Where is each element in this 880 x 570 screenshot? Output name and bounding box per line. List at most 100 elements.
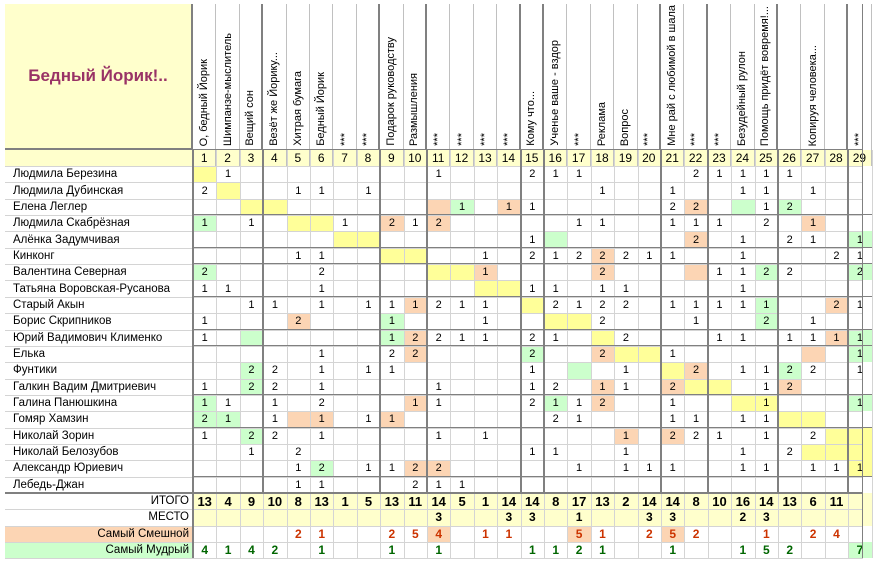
vote-cell[interactable]	[263, 444, 286, 460]
vote-cell[interactable]: 1	[482, 315, 489, 328]
vote-cell[interactable]: 1	[473, 264, 498, 281]
vote-cell[interactable]	[357, 248, 380, 264]
vote-cell[interactable]	[474, 199, 497, 215]
vote-cell[interactable]	[450, 460, 473, 476]
vote-cell[interactable]	[638, 264, 661, 280]
vote-cell[interactable]	[684, 182, 707, 198]
vote-cell[interactable]	[263, 215, 286, 231]
vote-cell[interactable]: 1	[544, 394, 568, 412]
vote-cell[interactable]	[357, 379, 380, 395]
vote-cell[interactable]: 1	[388, 462, 395, 475]
vote-cell[interactable]	[193, 199, 216, 215]
vote-cell[interactable]: 1	[848, 345, 872, 363]
vote-cell[interactable]	[848, 427, 872, 444]
vote-cell[interactable]	[801, 395, 824, 411]
column-header-19[interactable]: Вопрос	[614, 4, 638, 150]
vote-cell[interactable]	[357, 330, 380, 346]
vote-cell[interactable]: 1	[365, 462, 372, 475]
vote-cell[interactable]	[404, 313, 427, 329]
vote-cell[interactable]: 1	[552, 446, 559, 459]
vote-cell[interactable]: 2	[661, 378, 685, 395]
vote-cell[interactable]	[521, 460, 544, 476]
vote-cell[interactable]	[661, 313, 684, 329]
vote-cell[interactable]	[310, 199, 333, 215]
vote-cell[interactable]: 1	[599, 184, 606, 197]
vote-cell[interactable]	[287, 231, 310, 247]
vote-cell[interactable]	[497, 248, 520, 264]
vote-cell[interactable]	[380, 428, 403, 444]
vote-cell[interactable]	[638, 166, 661, 182]
vote-cell[interactable]: 1	[763, 184, 770, 197]
vote-cell[interactable]	[333, 330, 356, 346]
column-header-21[interactable]: Мне рай с любимой в шала	[661, 4, 685, 150]
vote-cell[interactable]: 1	[739, 462, 746, 475]
vote-cell[interactable]	[591, 460, 614, 476]
vote-cell[interactable]	[474, 395, 497, 411]
vote-cell[interactable]	[357, 199, 380, 215]
column-header-17[interactable]: ***	[567, 4, 591, 150]
vote-cell[interactable]	[333, 313, 356, 329]
vote-cell[interactable]	[708, 395, 731, 411]
vote-cell[interactable]	[708, 460, 731, 476]
vote-cell[interactable]	[638, 215, 661, 231]
vote-cell[interactable]	[216, 313, 239, 329]
vote-cell[interactable]	[474, 166, 497, 182]
vote-cell[interactable]: 1	[754, 394, 778, 412]
vote-cell[interactable]	[731, 346, 754, 362]
vote-cell[interactable]	[404, 444, 427, 460]
vote-cell[interactable]	[684, 477, 707, 493]
vote-cell[interactable]	[357, 280, 380, 296]
row-name[interactable]: Кинконг	[13, 249, 55, 262]
vote-cell[interactable]: 1	[435, 429, 442, 442]
vote-cell[interactable]	[638, 395, 661, 411]
vote-cell[interactable]	[497, 280, 521, 297]
vote-cell[interactable]: 1	[693, 315, 700, 328]
vote-cell[interactable]: 1	[412, 217, 419, 230]
vote-cell[interactable]: 2	[271, 429, 278, 442]
vote-cell[interactable]	[684, 280, 707, 296]
vote-cell[interactable]: 1	[365, 298, 372, 311]
vote-cell[interactable]	[239, 198, 264, 216]
vote-cell[interactable]	[684, 264, 708, 281]
vote-cell[interactable]	[193, 460, 216, 476]
vote-cell[interactable]: 2	[684, 198, 708, 216]
vote-cell[interactable]	[544, 199, 567, 215]
vote-cell[interactable]: 1	[193, 394, 217, 412]
vote-cell[interactable]	[708, 280, 731, 296]
vote-cell[interactable]: 1	[529, 364, 536, 377]
vote-cell[interactable]	[333, 411, 356, 427]
vote-cell[interactable]: 2	[778, 378, 802, 395]
vote-cell[interactable]: 1	[716, 168, 723, 181]
vote-cell[interactable]	[333, 199, 356, 215]
vote-cell[interactable]	[497, 166, 520, 182]
vote-cell[interactable]: 1	[622, 462, 629, 475]
vote-cell[interactable]: 1	[318, 478, 325, 491]
column-header-2[interactable]: Шимпанзе-мыслитель	[216, 4, 240, 150]
vote-cell[interactable]	[497, 362, 520, 378]
vote-cell[interactable]	[497, 477, 520, 493]
vote-cell[interactable]	[544, 264, 567, 280]
vote-cell[interactable]	[731, 394, 755, 412]
row-name[interactable]: Юрий Вадимович Клименко	[13, 331, 163, 344]
vote-cell[interactable]: 1	[848, 460, 872, 477]
vote-cell[interactable]	[357, 313, 380, 329]
vote-cell[interactable]	[216, 477, 239, 493]
vote-cell[interactable]	[357, 264, 380, 280]
vote-cell[interactable]	[801, 280, 824, 296]
row-name[interactable]: Людмила Дубинская	[13, 184, 124, 197]
vote-cell[interactable]	[614, 395, 637, 411]
column-header-3[interactable]: Вещий сон	[240, 4, 264, 150]
vote-cell[interactable]	[544, 477, 567, 493]
vote-cell[interactable]	[708, 199, 731, 215]
vote-cell[interactable]: 1	[786, 168, 793, 181]
vote-cell[interactable]	[427, 313, 450, 329]
vote-cell[interactable]	[263, 346, 286, 362]
vote-cell[interactable]	[801, 264, 824, 280]
vote-cell[interactable]	[497, 215, 520, 231]
vote-cell[interactable]	[661, 477, 684, 493]
vote-cell[interactable]: 1	[763, 462, 770, 475]
vote-cell[interactable]	[708, 313, 731, 329]
vote-cell[interactable]	[755, 231, 778, 247]
vote-cell[interactable]: 1	[529, 380, 536, 393]
vote-cell[interactable]	[638, 411, 661, 427]
